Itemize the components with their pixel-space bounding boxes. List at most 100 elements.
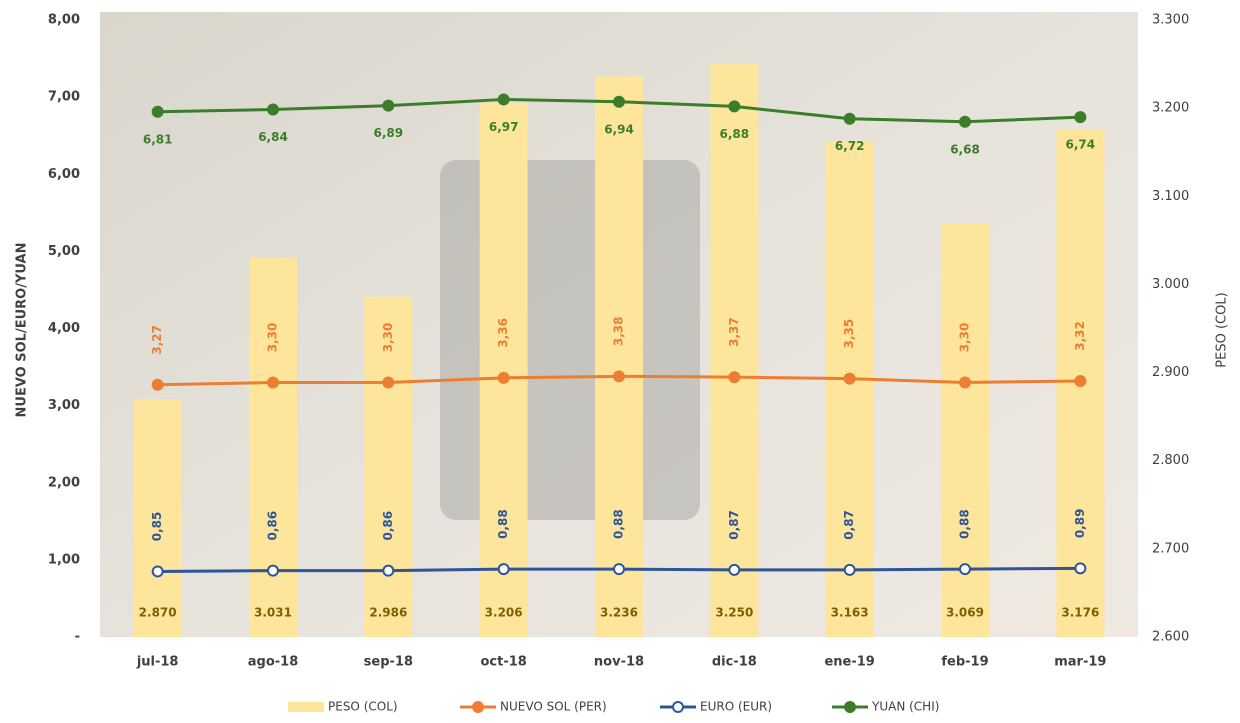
data-label: 0,86	[381, 511, 395, 541]
data-label: 3,27	[150, 325, 164, 355]
data-label: 2.870	[139, 606, 177, 620]
data-label: 2.986	[369, 606, 407, 620]
marker	[1074, 111, 1087, 124]
data-label: 3,32	[1073, 321, 1087, 351]
data-label: 3.031	[254, 606, 292, 620]
data-label: 0,88	[496, 509, 510, 539]
x-tick-label: jul-18	[136, 655, 179, 670]
data-label: 0,88	[612, 509, 626, 539]
y2-tick-label: 3.300	[1152, 13, 1189, 28]
bar	[825, 140, 874, 637]
y-tick-label: 3,00	[48, 398, 80, 413]
marker	[151, 565, 164, 578]
bar	[595, 76, 643, 637]
data-label: 3,37	[727, 317, 741, 347]
data-label: 3,30	[266, 323, 280, 353]
legend-label: EURO (EUR)	[700, 700, 772, 714]
y2-tick-label: 2.600	[1152, 630, 1189, 645]
y2-tick-label: 3.000	[1152, 277, 1189, 292]
y-tick-label: 5,00	[48, 244, 80, 259]
x-tick-label: oct-18	[480, 655, 526, 670]
x-tick-label: sep-18	[364, 655, 413, 670]
marker	[1074, 562, 1087, 575]
data-label: 0,88	[958, 509, 972, 539]
marker	[382, 564, 395, 577]
data-label: 6,84	[258, 130, 288, 144]
data-label: 3,35	[842, 319, 856, 349]
x-tick-label: nov-18	[594, 655, 644, 670]
marker	[151, 378, 164, 391]
x-tick-label: mar-19	[1054, 655, 1106, 670]
x-tick-label: feb-19	[941, 655, 988, 670]
data-label: 6,72	[835, 139, 865, 153]
y-tick-label: -	[75, 630, 80, 645]
legend-swatch	[288, 702, 324, 712]
data-label: 0,85	[150, 512, 164, 542]
marker	[728, 371, 741, 384]
data-label: 0,87	[842, 510, 856, 540]
marker	[382, 376, 395, 389]
marker	[151, 105, 164, 118]
legend-swatch	[672, 701, 684, 713]
data-label: 6,74	[1066, 138, 1096, 152]
y2-tick-label: 2.800	[1152, 453, 1189, 468]
data-label: 3.069	[946, 606, 984, 620]
data-label: 6,81	[143, 132, 173, 146]
y-tick-label: 7,00	[48, 90, 80, 105]
y-tick-label: 1,00	[48, 552, 80, 567]
data-label: 6,89	[374, 126, 404, 140]
bar	[133, 399, 182, 637]
marker	[267, 103, 279, 116]
x-tick-label: dic-18	[712, 655, 757, 670]
marker	[497, 93, 510, 106]
data-label: 3,30	[381, 323, 395, 353]
marker	[267, 376, 279, 389]
marker	[959, 115, 971, 128]
bar	[249, 257, 297, 637]
data-label: 6,94	[604, 122, 634, 136]
data-label: 3.163	[831, 606, 869, 620]
y-tick-label: 8,00	[48, 13, 80, 28]
marker	[613, 563, 625, 576]
bar	[710, 64, 759, 638]
data-label: 6,97	[489, 120, 519, 134]
legend-swatch	[472, 701, 484, 713]
data-label: 3,38	[612, 317, 626, 347]
bar	[479, 102, 528, 637]
marker	[843, 563, 856, 576]
marker	[613, 95, 625, 108]
data-label: 0,87	[727, 510, 741, 540]
data-label: 0,89	[1073, 509, 1087, 539]
y-tick-label: 2,00	[48, 475, 80, 490]
legend-label: YUAN (CHI)	[871, 700, 939, 714]
background-decoration	[440, 160, 700, 520]
data-label: 3.250	[715, 606, 753, 620]
data-label: 3.176	[1061, 606, 1099, 620]
data-label: 6,88	[720, 127, 750, 141]
marker	[959, 376, 971, 389]
marker	[497, 371, 510, 384]
marker	[497, 563, 510, 576]
marker	[1074, 374, 1087, 387]
y-tick-label: 4,00	[48, 321, 80, 336]
legend-label: NUEVO SOL (PER)	[500, 700, 607, 714]
y2-tick-label: 3.200	[1152, 101, 1189, 116]
marker	[959, 563, 971, 576]
bar	[364, 296, 413, 637]
y2-tick-label: 3.100	[1152, 189, 1189, 204]
legend-swatch	[844, 701, 856, 713]
data-label: 6,68	[950, 142, 980, 156]
marker	[728, 563, 741, 576]
marker	[843, 372, 856, 385]
data-label: 3,36	[496, 318, 510, 348]
marker	[843, 112, 856, 125]
data-label: 3,30	[958, 323, 972, 353]
y-axis-title: NUEVO SOL/EURO/YUAN	[15, 243, 30, 418]
y2-tick-label: 2.900	[1152, 365, 1189, 380]
y2-tick-label: 2.700	[1152, 541, 1189, 556]
marker	[267, 564, 279, 577]
data-label: 3.206	[485, 606, 523, 620]
y-tick-label: 6,00	[48, 167, 80, 182]
